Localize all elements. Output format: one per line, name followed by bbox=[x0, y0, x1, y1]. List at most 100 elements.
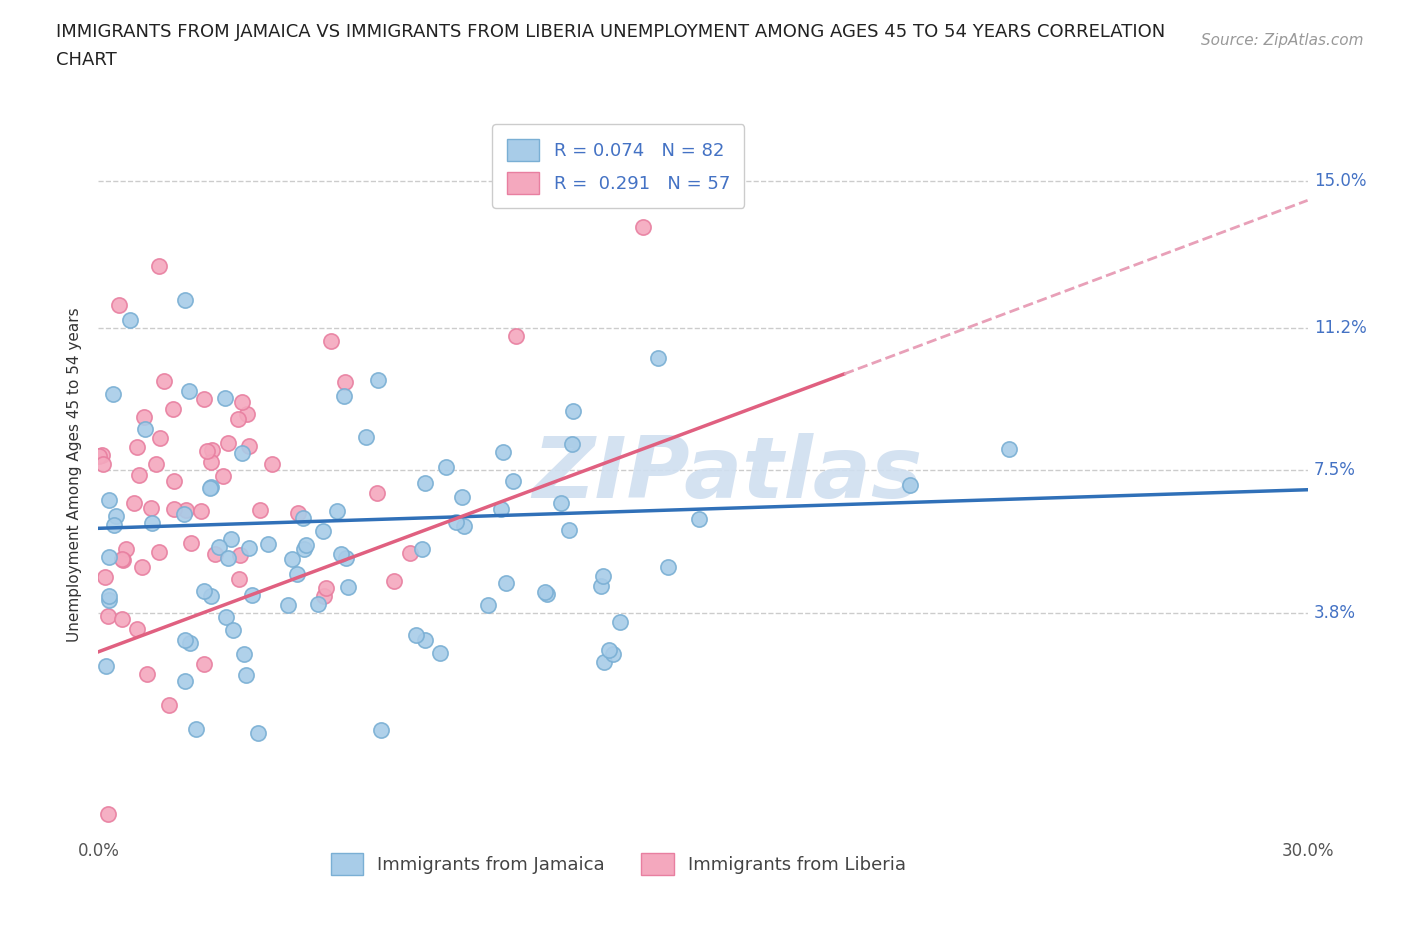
Point bbox=[91, 448, 114, 463]
Point bbox=[190, 503, 212, 518]
Text: 15.0%: 15.0% bbox=[1313, 172, 1367, 190]
Point bbox=[292, 542, 315, 557]
Point bbox=[562, 404, 585, 418]
Point bbox=[141, 516, 163, 531]
Point bbox=[186, 722, 208, 737]
Point bbox=[335, 551, 357, 565]
Point bbox=[217, 551, 239, 565]
Point bbox=[534, 585, 557, 600]
Point bbox=[333, 374, 356, 389]
Text: 3.8%: 3.8% bbox=[1313, 604, 1355, 622]
Point bbox=[429, 645, 451, 660]
Point bbox=[354, 429, 377, 444]
Point bbox=[413, 476, 436, 491]
Point bbox=[238, 439, 260, 454]
Point bbox=[97, 589, 120, 604]
Text: IMMIGRANTS FROM JAMAICA VS IMMIGRANTS FROM LIBERIA UNEMPLOYMENT AMONG AGES 45 TO: IMMIGRANTS FROM JAMAICA VS IMMIGRANTS FR… bbox=[56, 23, 1166, 41]
Point bbox=[228, 548, 250, 563]
Point bbox=[93, 570, 115, 585]
Point bbox=[231, 394, 253, 409]
Point bbox=[315, 580, 337, 595]
Point bbox=[312, 524, 335, 538]
Point bbox=[141, 501, 163, 516]
Point bbox=[132, 410, 155, 425]
Point bbox=[536, 587, 558, 602]
Point bbox=[231, 445, 253, 460]
Point bbox=[598, 643, 620, 658]
Point bbox=[122, 496, 145, 511]
Point bbox=[411, 541, 433, 556]
Point bbox=[94, 658, 117, 673]
Point bbox=[451, 489, 474, 504]
Point bbox=[609, 615, 631, 630]
Text: 7.5%: 7.5% bbox=[1313, 461, 1355, 480]
Point bbox=[179, 383, 201, 398]
Point bbox=[325, 503, 347, 518]
Point bbox=[337, 580, 360, 595]
Y-axis label: Unemployment Among Ages 45 to 54 years: Unemployment Among Ages 45 to 54 years bbox=[67, 307, 83, 642]
Point bbox=[180, 535, 202, 550]
Point bbox=[249, 503, 271, 518]
Point bbox=[558, 523, 581, 538]
Point bbox=[240, 588, 263, 603]
Point bbox=[157, 698, 180, 713]
Point bbox=[453, 518, 475, 533]
Point bbox=[148, 544, 170, 559]
Point bbox=[174, 673, 197, 688]
Point bbox=[101, 386, 124, 401]
Point bbox=[281, 551, 304, 566]
Point bbox=[111, 612, 134, 627]
Point bbox=[204, 546, 226, 561]
Point bbox=[174, 632, 197, 647]
Point bbox=[382, 574, 405, 589]
Point bbox=[179, 635, 201, 650]
Point bbox=[502, 474, 524, 489]
Point bbox=[214, 610, 236, 625]
Point bbox=[631, 219, 654, 234]
Point bbox=[370, 723, 392, 737]
Point bbox=[195, 444, 218, 458]
Point bbox=[592, 568, 614, 583]
Point bbox=[134, 421, 156, 436]
Point bbox=[201, 442, 224, 457]
Point bbox=[238, 540, 260, 555]
Point bbox=[434, 460, 457, 475]
Point bbox=[128, 468, 150, 483]
Point bbox=[285, 566, 308, 581]
Point bbox=[228, 571, 250, 586]
Point bbox=[136, 667, 159, 682]
Point bbox=[193, 657, 215, 671]
Point bbox=[118, 312, 141, 327]
Point bbox=[235, 668, 257, 683]
Point bbox=[657, 560, 679, 575]
Text: Source: ZipAtlas.com: Source: ZipAtlas.com bbox=[1201, 33, 1364, 47]
Point bbox=[208, 539, 231, 554]
Point bbox=[505, 328, 527, 343]
Point bbox=[314, 589, 336, 604]
Point bbox=[236, 406, 259, 421]
Point bbox=[145, 457, 167, 472]
Point bbox=[217, 435, 239, 450]
Point bbox=[87, 448, 110, 463]
Point bbox=[162, 402, 184, 417]
Text: ZIPatlas: ZIPatlas bbox=[531, 432, 922, 516]
Point bbox=[153, 374, 176, 389]
Point bbox=[688, 512, 710, 526]
Point bbox=[103, 518, 125, 533]
Point bbox=[125, 440, 148, 455]
Point bbox=[228, 412, 250, 427]
Point bbox=[415, 632, 437, 647]
Point bbox=[163, 473, 186, 488]
Text: 11.2%: 11.2% bbox=[1313, 319, 1367, 337]
Point bbox=[97, 608, 120, 623]
Point bbox=[489, 502, 512, 517]
Point bbox=[148, 259, 170, 273]
Point bbox=[131, 560, 153, 575]
Point bbox=[105, 509, 128, 524]
Point bbox=[329, 546, 352, 561]
Point bbox=[260, 457, 283, 472]
Point bbox=[647, 351, 669, 365]
Legend: Immigrants from Jamaica, Immigrants from Liberia: Immigrants from Jamaica, Immigrants from… bbox=[323, 846, 914, 883]
Point bbox=[200, 455, 222, 470]
Point bbox=[321, 334, 343, 349]
